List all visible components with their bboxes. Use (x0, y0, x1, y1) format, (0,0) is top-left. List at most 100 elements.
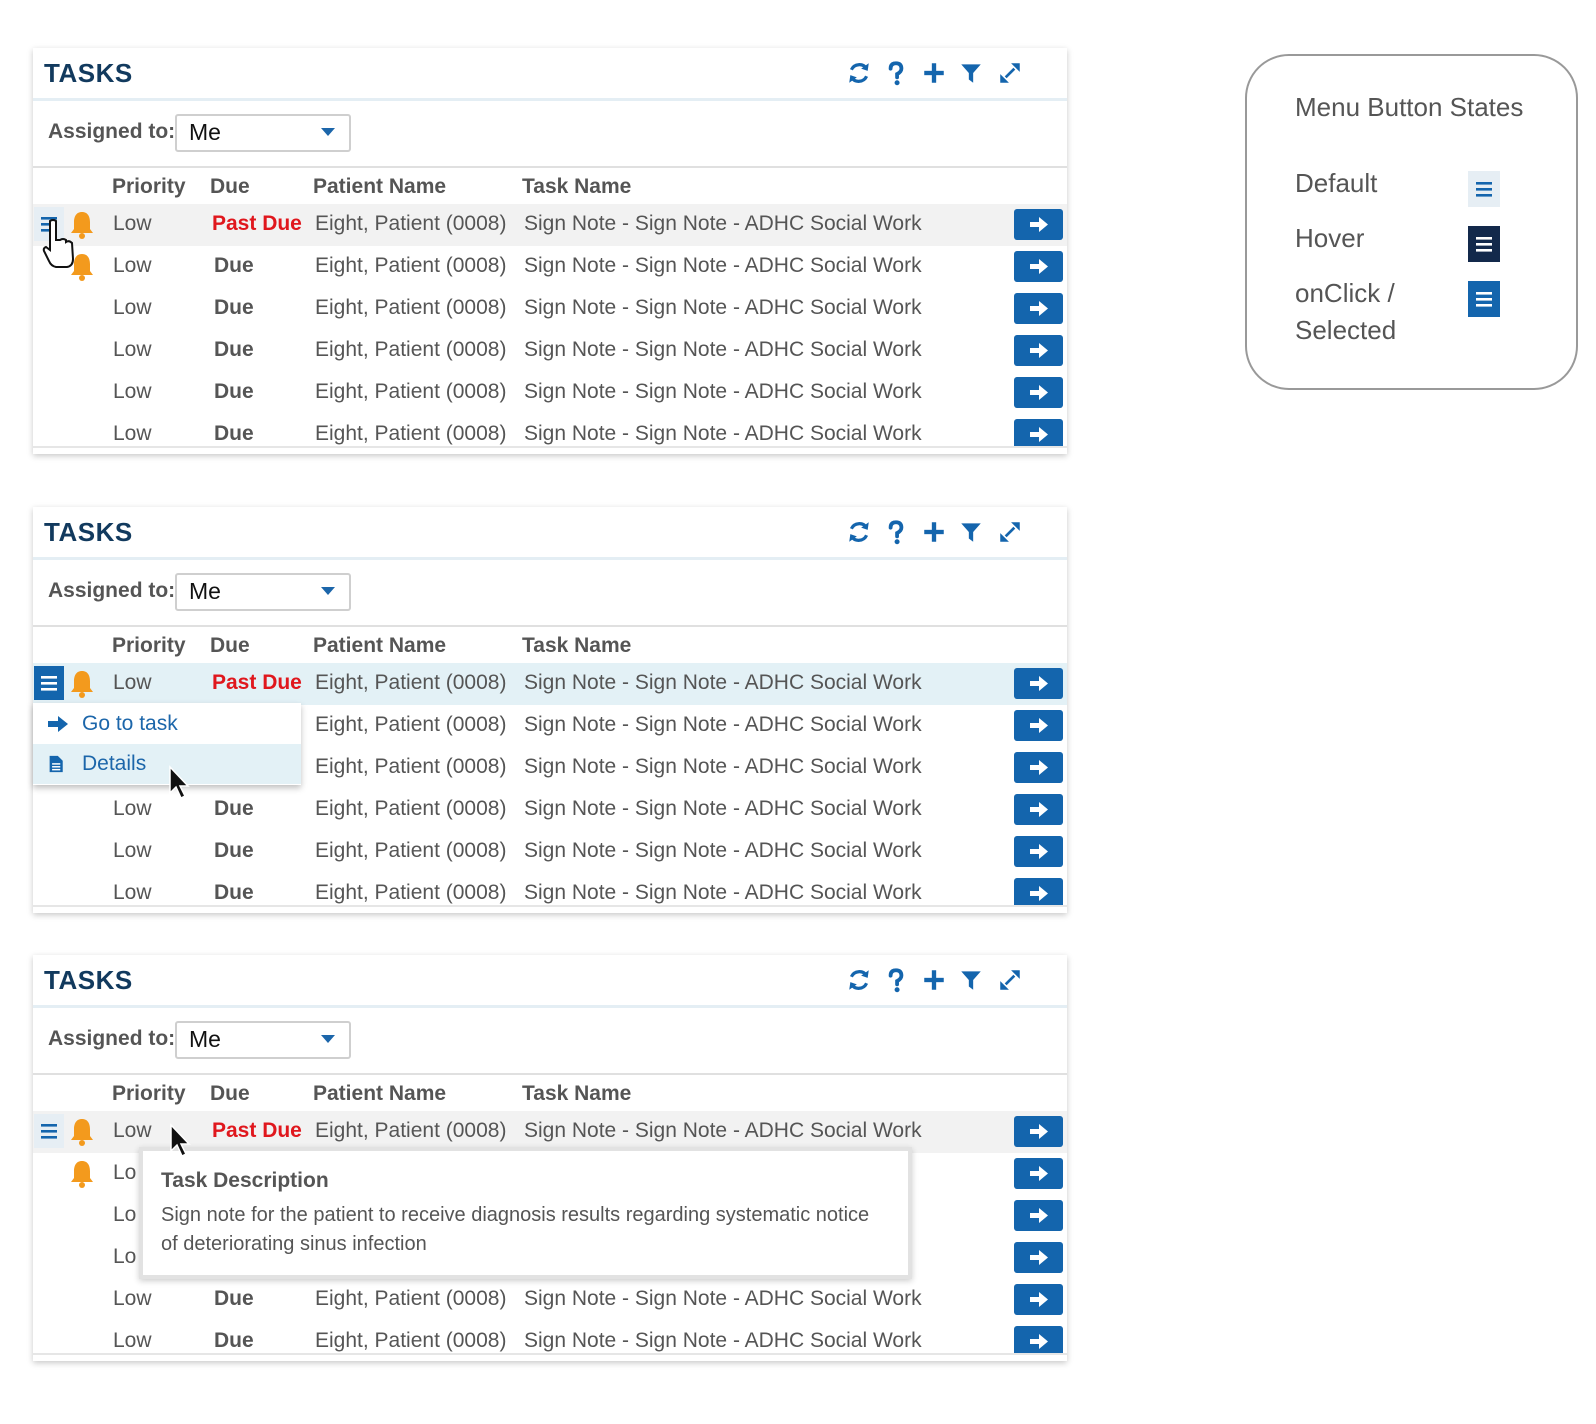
go-to-task-button[interactable] (1014, 1158, 1063, 1189)
help-icon[interactable] (883, 519, 909, 545)
go-to-task-button[interactable] (1014, 1116, 1063, 1147)
column-header-task-name[interactable]: Task Name (522, 634, 632, 657)
table-row[interactable]: Low Due Eight, Patient (0008) Sign Note … (33, 831, 1067, 875)
menu-item-details[interactable]: Details (33, 744, 301, 784)
column-header-due[interactable]: Due (210, 175, 250, 198)
help-icon[interactable] (883, 967, 909, 993)
table-row[interactable]: Low Due Eight, Patient (0008) Sign Note … (33, 1279, 1067, 1323)
row-action-menu: Go to task Details (33, 703, 301, 785)
assigned-to-value: Me (189, 578, 221, 604)
go-to-task-button[interactable] (1014, 878, 1063, 905)
assigned-to-select[interactable]: Me (175, 114, 351, 152)
arrow-right-icon (48, 716, 68, 732)
column-header-priority[interactable]: Priority (112, 175, 186, 198)
go-to-task-button[interactable] (1014, 836, 1063, 867)
table-row[interactable]: Low Due Eight, Patient (0008) Sign Note … (33, 372, 1067, 416)
due-cell: Past Due (212, 212, 302, 235)
menu-item-label: Go to task (82, 712, 178, 735)
go-to-task-button[interactable] (1014, 752, 1063, 783)
menu-button-default-swatch (1468, 171, 1500, 207)
legend-label-default: Default (1295, 168, 1378, 198)
patient-cell: Eight, Patient (0008) (315, 422, 507, 445)
column-header-due[interactable]: Due (210, 1082, 250, 1105)
table-row[interactable]: Low Due Eight, Patient (0008) Sign Note … (33, 873, 1067, 907)
priority-cell: Lo (113, 1161, 137, 1184)
menu-icon (1476, 292, 1492, 307)
go-to-task-button[interactable] (1014, 293, 1063, 324)
column-header-patient-name[interactable]: Patient Name (313, 1082, 447, 1105)
go-to-task-button[interactable] (1014, 710, 1063, 741)
priority-cell: Low (113, 296, 152, 319)
table-row[interactable]: Low Past Due Eight, Patient (0008) Sign … (33, 663, 1067, 707)
table-row[interactable]: Low Due Eight, Patient (0008) Sign Note … (33, 288, 1067, 332)
tasks-panel-menu-open: TASKS Assigned to: Me Priority Due Patie… (33, 507, 1067, 913)
row-menu-button[interactable] (34, 1114, 64, 1148)
due-cell: Due (214, 254, 254, 277)
add-icon[interactable] (921, 967, 947, 993)
bell-icon (67, 251, 97, 283)
menu-icon (1476, 182, 1492, 197)
add-icon[interactable] (921, 60, 947, 86)
go-to-task-button[interactable] (1014, 251, 1063, 282)
go-to-task-button[interactable] (1014, 377, 1063, 408)
patient-cell: Eight, Patient (0008) (315, 338, 507, 361)
task-cell: Sign Note - Sign Note - ADHC Social Work (524, 881, 922, 904)
column-header-patient-name[interactable]: Patient Name (313, 634, 447, 657)
menu-item-label: Details (82, 752, 147, 775)
column-header-task-name[interactable]: Task Name (522, 175, 632, 198)
column-header-patient-name[interactable]: Patient Name (313, 175, 447, 198)
priority-cell: Low (113, 338, 152, 361)
help-icon[interactable] (883, 60, 909, 86)
column-header-task-name[interactable]: Task Name (522, 1082, 632, 1105)
assigned-to-value: Me (189, 1026, 221, 1052)
bell-icon (67, 1116, 97, 1148)
row-menu-button[interactable] (34, 666, 64, 700)
go-to-task-button[interactable] (1014, 1326, 1063, 1353)
table-header: Priority Due Patient Name Task Name (33, 166, 1067, 209)
go-to-task-button[interactable] (1014, 794, 1063, 825)
column-header-priority[interactable]: Priority (112, 634, 186, 657)
table-row[interactable]: Low Due Eight, Patient (0008) Sign Note … (33, 1321, 1067, 1355)
filter-icon[interactable] (958, 967, 984, 993)
legend-title: Menu Button States (1295, 92, 1524, 122)
refresh-icon[interactable] (846, 60, 872, 86)
priority-cell: Low (113, 212, 152, 235)
task-cell: Sign Note - Sign Note - ADHC Social Work (524, 671, 922, 694)
tasks-panel-tooltip: TASKS Assigned to: Me Priority Due Patie… (33, 955, 1067, 1361)
tasks-panel-default: TASKS Assigned to: Me Priority Due Patie… (33, 48, 1067, 454)
table-row[interactable]: Low Past Due Eight, Patient (0008) Sign … (33, 204, 1067, 248)
caret-down-icon (321, 587, 335, 595)
caret-down-icon (321, 1035, 335, 1043)
go-to-task-button[interactable] (1014, 1242, 1063, 1273)
due-cell: Due (214, 380, 254, 403)
add-icon[interactable] (921, 519, 947, 545)
go-to-task-button[interactable] (1014, 335, 1063, 366)
expand-icon[interactable] (997, 60, 1023, 86)
go-to-task-button[interactable] (1014, 419, 1063, 446)
arrow-cursor (169, 765, 190, 800)
menu-item-go-to-task[interactable]: Go to task (33, 704, 301, 744)
filter-icon[interactable] (958, 60, 984, 86)
column-header-due[interactable]: Due (210, 634, 250, 657)
table-row[interactable]: Low Due Eight, Patient (0008) Sign Note … (33, 414, 1067, 448)
table-row[interactable]: Low Due Eight, Patient (0008) Sign Note … (33, 246, 1067, 290)
due-cell: Due (214, 839, 254, 862)
filter-icon[interactable] (958, 519, 984, 545)
assigned-to-select[interactable]: Me (175, 1021, 351, 1059)
menu-button-selected-swatch (1468, 281, 1500, 317)
expand-icon[interactable] (997, 519, 1023, 545)
column-header-priority[interactable]: Priority (112, 1082, 186, 1105)
table-row[interactable]: Low Due Eight, Patient (0008) Sign Note … (33, 330, 1067, 374)
arrow-cursor (170, 1123, 191, 1158)
refresh-icon[interactable] (846, 519, 872, 545)
go-to-task-button[interactable] (1014, 209, 1063, 240)
refresh-icon[interactable] (846, 967, 872, 993)
assigned-to-select[interactable]: Me (175, 573, 351, 611)
go-to-task-button[interactable] (1014, 668, 1063, 699)
go-to-task-button[interactable] (1014, 1284, 1063, 1315)
due-cell: Past Due (212, 1119, 302, 1142)
go-to-task-button[interactable] (1014, 1200, 1063, 1231)
expand-icon[interactable] (997, 967, 1023, 993)
priority-cell: Low (113, 422, 152, 445)
table-row[interactable]: Low Due Eight, Patient (0008) Sign Note … (33, 789, 1067, 833)
